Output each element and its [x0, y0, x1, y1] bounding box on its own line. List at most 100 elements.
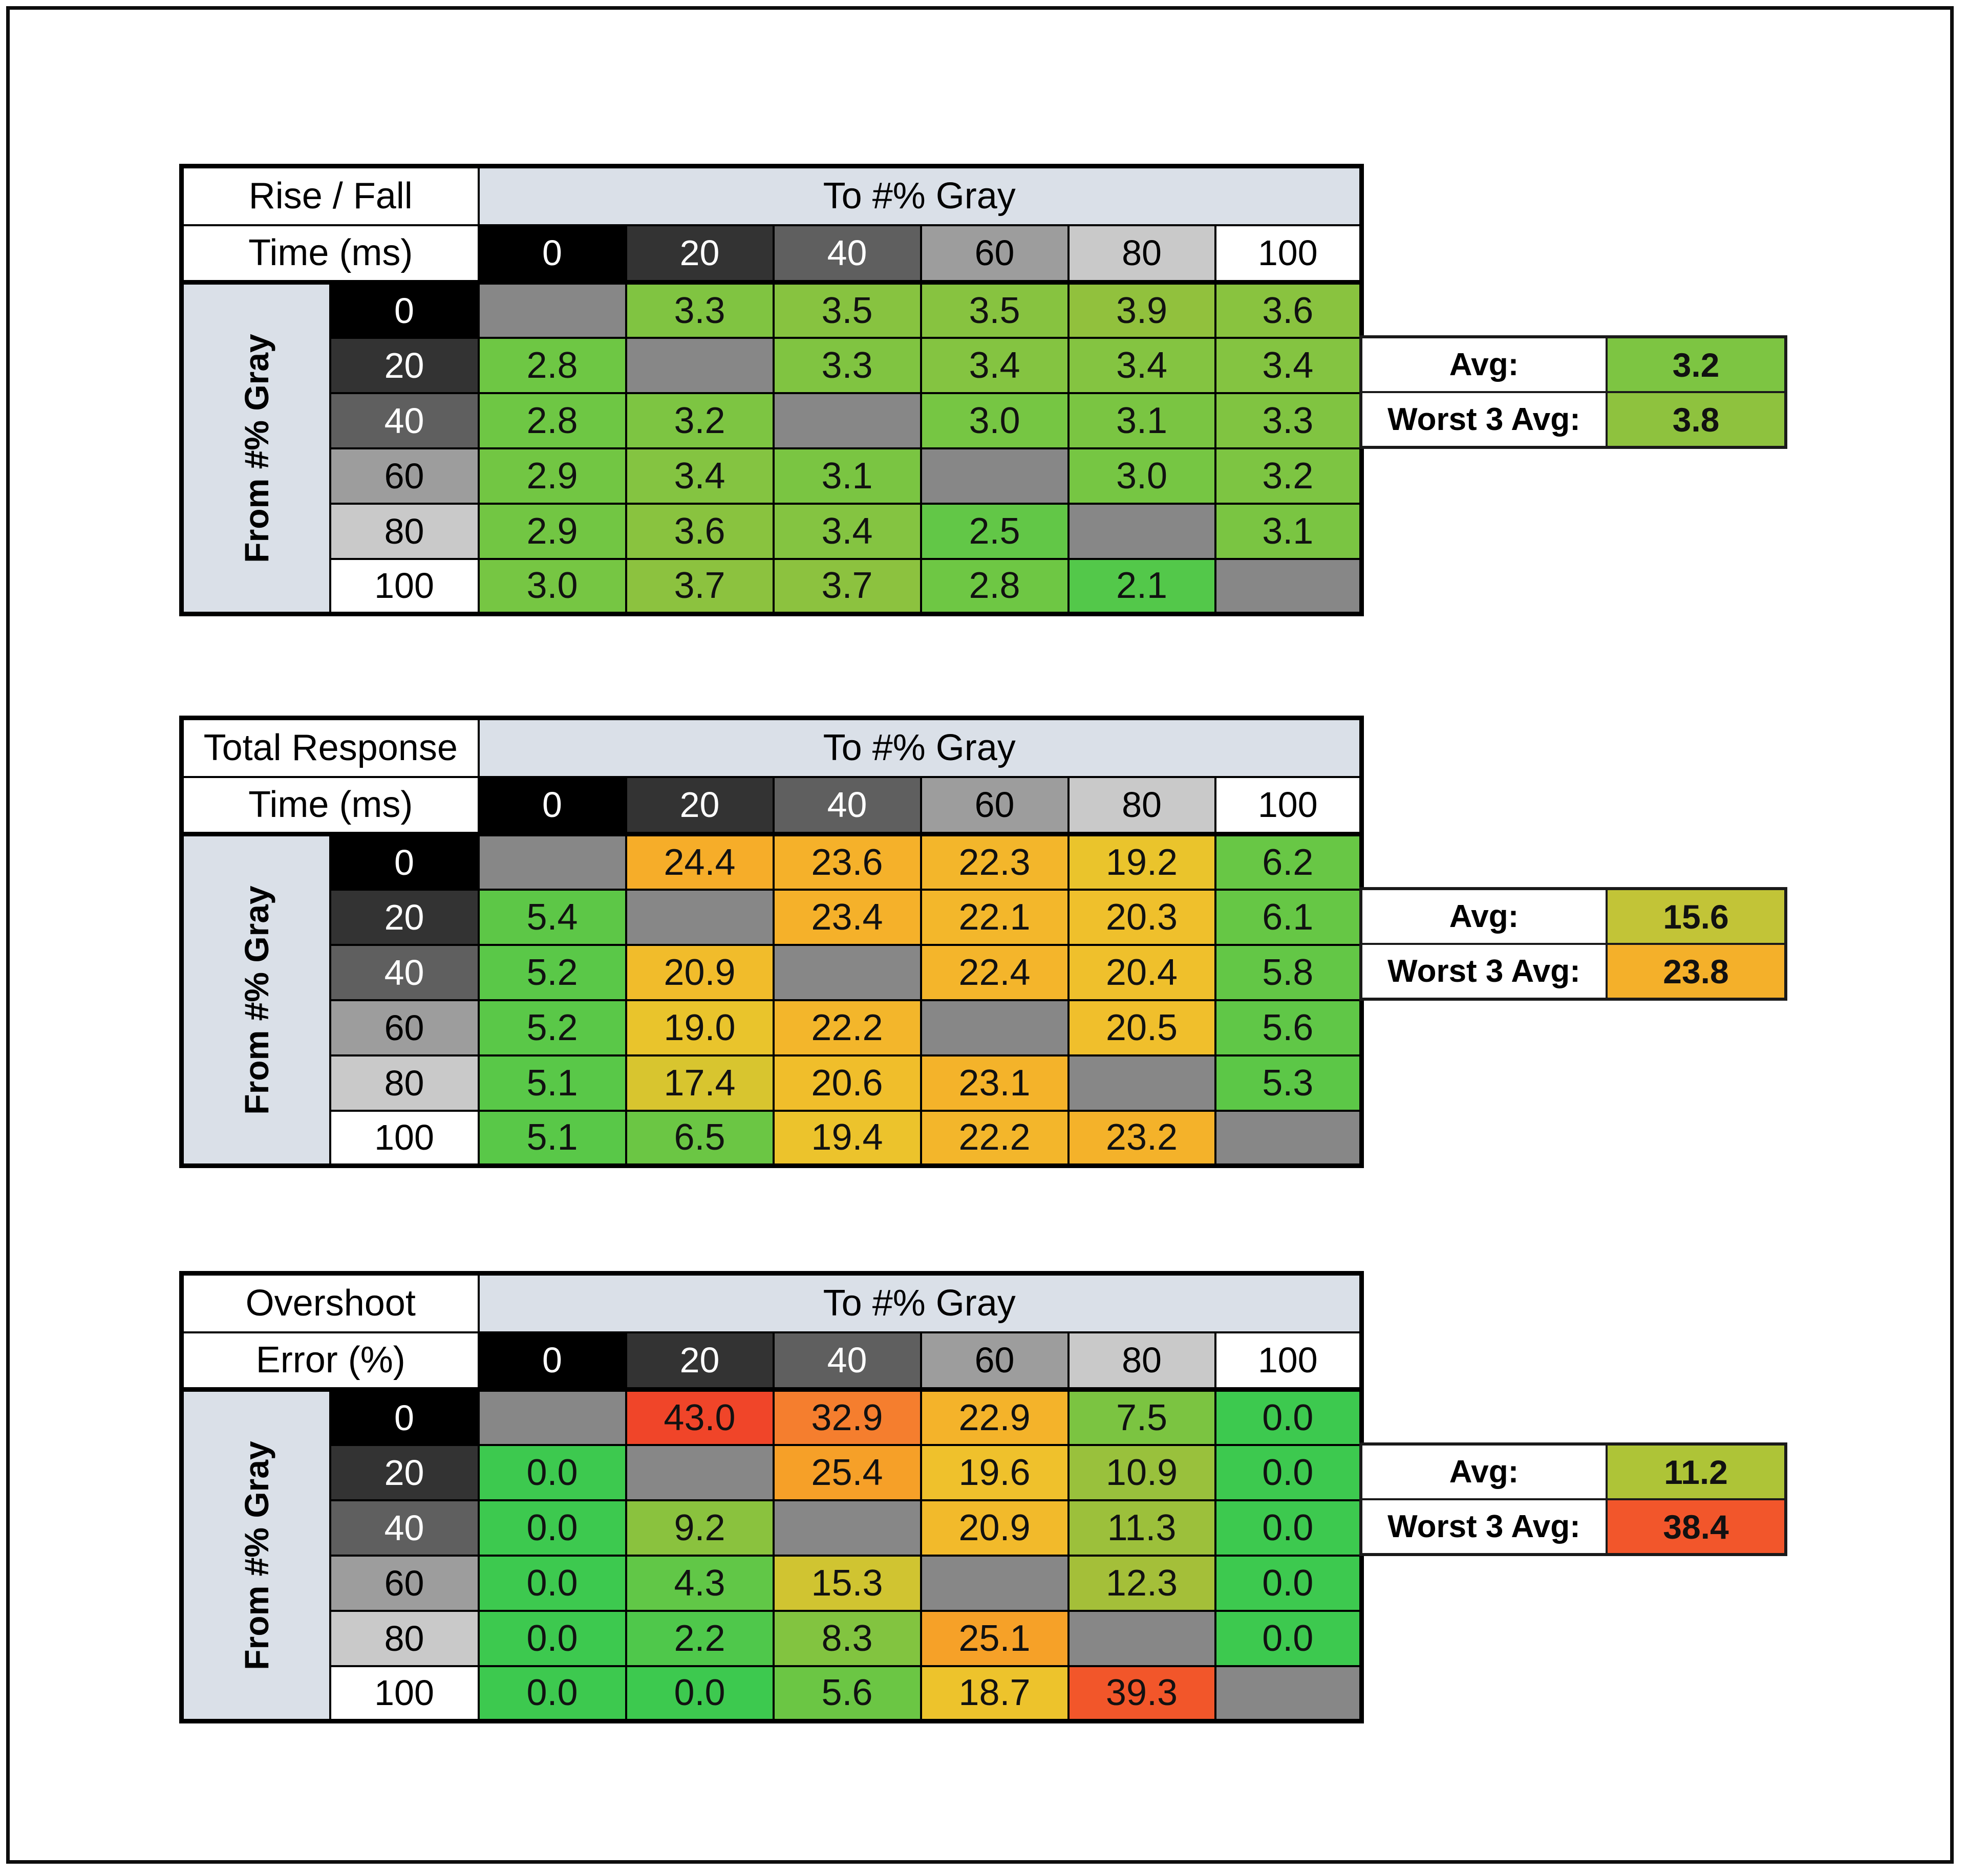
- cell-from60-to40: 22.2: [772, 999, 922, 1056]
- from-gray-vertical-label: From #% Gray: [180, 281, 331, 615]
- diagonal-cell: [625, 336, 775, 394]
- col-header-to-0: 0: [477, 224, 627, 285]
- cell-from80-to0: 0.0: [477, 1609, 627, 1667]
- worst3-avg-value: 23.8: [1606, 943, 1787, 1000]
- cell-from0-to40: 3.5: [772, 281, 922, 339]
- cell-from20-to100: 6.1: [1214, 888, 1363, 946]
- cell-from60-to100: 0.0: [1214, 1554, 1363, 1612]
- cell-from80-to20: 17.4: [625, 1054, 775, 1112]
- to-gray-header: To #% Gray: [477, 1272, 1363, 1333]
- total-response-summary-table: Avg: 15.6 Worst 3 Avg: 23.8: [1359, 887, 1787, 1001]
- cell-from20-to0: 5.4: [477, 888, 627, 946]
- cell-from80-to60: 2.5: [920, 502, 1070, 560]
- cell-from20-to100: 3.4: [1214, 336, 1363, 394]
- cell-from40-to0: 0.0: [477, 1499, 627, 1557]
- row-header-from-80: 80: [329, 1054, 480, 1112]
- col-header-to-40: 40: [772, 1331, 922, 1392]
- cell-from40-to0: 2.8: [477, 392, 627, 449]
- heatmap-table-rise-fall: Rise / Fall To #% Gray Time (ms) 0 20 40 60 80 1…: [179, 164, 1364, 616]
- cell-from100-to60: 2.8: [920, 557, 1070, 615]
- cell-from100-to20: 3.7: [625, 557, 775, 615]
- cell-from20-to80: 10.9: [1067, 1443, 1216, 1501]
- row-header-from-100: 100: [329, 557, 480, 615]
- cell-from60-to40: 3.1: [772, 447, 922, 505]
- cell-from80-to20: 3.6: [625, 502, 775, 560]
- rise-fall-summary-table: Avg: 3.2 Worst 3 Avg: 3.8: [1359, 335, 1787, 449]
- diagonal-cell: [772, 392, 922, 449]
- col-header-to-60: 60: [920, 775, 1070, 836]
- cell-from80-to40: 20.6: [772, 1054, 922, 1112]
- cell-from40-to100: 0.0: [1214, 1499, 1363, 1557]
- cell-from0-to40: 32.9: [772, 1388, 922, 1446]
- cell-from100-to40: 5.6: [772, 1665, 922, 1722]
- diagonal-cell: [1214, 1109, 1363, 1167]
- cell-from80-to100: 3.1: [1214, 502, 1363, 560]
- cell-from60-to0: 5.2: [477, 999, 627, 1056]
- cell-from60-to80: 12.3: [1067, 1554, 1216, 1612]
- diagonal-cell: [1214, 1665, 1363, 1722]
- cell-from0-to80: 7.5: [1067, 1388, 1216, 1446]
- cell-from80-to20: 2.2: [625, 1609, 775, 1667]
- cell-from100-to80: 2.1: [1067, 557, 1216, 615]
- cell-from80-to0: 2.9: [477, 502, 627, 560]
- overshoot-table: Overshoot To #% Gray Error (%) 0 20 40 60 80 100…: [179, 1271, 1364, 1723]
- diagonal-cell: [477, 833, 627, 891]
- diagonal-cell: [920, 447, 1070, 505]
- worst3-avg-value: 3.8: [1606, 391, 1787, 448]
- cell-from80-to60: 25.1: [920, 1609, 1070, 1667]
- cell-from20-to40: 23.4: [772, 888, 922, 946]
- cell-from20-to40: 25.4: [772, 1443, 922, 1501]
- avg-label: Avg:: [1360, 336, 1608, 393]
- overshoot-summary-table: Avg: 11.2 Worst 3 Avg: 38.4: [1359, 1442, 1787, 1556]
- row-header-from-0: 0: [329, 833, 480, 891]
- row-header-from-80: 80: [329, 502, 480, 560]
- cell-from100-to20: 0.0: [625, 1665, 775, 1722]
- heatmap-table-overshoot: Overshoot To #% Gray Error (%) 0 20 40 60 80 100…: [179, 1271, 1364, 1723]
- col-header-to-20: 20: [625, 224, 775, 285]
- cell-from40-to80: 20.4: [1067, 943, 1216, 1001]
- worst3-avg-value: 38.4: [1606, 1498, 1787, 1556]
- col-header-to-100: 100: [1214, 224, 1363, 285]
- cell-from80-to40: 8.3: [772, 1609, 922, 1667]
- to-gray-header: To #% Gray: [477, 717, 1363, 778]
- diagonal-cell: [625, 888, 775, 946]
- cell-from0-to60: 3.5: [920, 281, 1070, 339]
- cell-from40-to0: 5.2: [477, 943, 627, 1001]
- from-gray-vertical-label: From #% Gray: [180, 1388, 331, 1722]
- cell-from0-to20: 24.4: [625, 833, 775, 891]
- diagonal-cell: [625, 1443, 775, 1501]
- col-header-to-80: 80: [1067, 775, 1216, 836]
- col-header-to-0: 0: [477, 1331, 627, 1392]
- cell-from80-to100: 0.0: [1214, 1609, 1363, 1667]
- total-response-table: Total Response To #% Gray Time (ms) 0 20 40 60…: [179, 716, 1364, 1168]
- col-header-to-80: 80: [1067, 1331, 1216, 1392]
- cell-from60-to40: 15.3: [772, 1554, 922, 1612]
- total-response-summary-box: Avg: 15.6 Worst 3 Avg: 23.8: [1359, 887, 1787, 1001]
- to-gray-header: To #% Gray: [477, 165, 1363, 226]
- cell-from80-to60: 23.1: [920, 1054, 1070, 1112]
- cell-from20-to0: 2.8: [477, 336, 627, 394]
- cell-from0-to80: 3.9: [1067, 281, 1216, 339]
- cell-from60-to80: 20.5: [1067, 999, 1216, 1056]
- cell-from40-to20: 9.2: [625, 1499, 775, 1557]
- from-gray-label-text: From #% Gray: [237, 1440, 275, 1670]
- diagonal-cell: [920, 999, 1070, 1056]
- from-gray-label-text: From #% Gray: [237, 885, 275, 1115]
- cell-from0-to100: 3.6: [1214, 281, 1363, 339]
- cell-from40-to60: 20.9: [920, 1499, 1070, 1557]
- overshoot-title-line1: Overshoot: [180, 1272, 480, 1333]
- row-header-from-40: 40: [329, 1499, 480, 1557]
- col-header-to-80: 80: [1067, 224, 1216, 285]
- cell-from20-to100: 0.0: [1214, 1443, 1363, 1501]
- total-response-title-line2: Time (ms): [180, 775, 480, 836]
- col-header-to-40: 40: [772, 224, 922, 285]
- page-border: [6, 6, 1954, 1864]
- cell-from60-to20: 4.3: [625, 1554, 775, 1612]
- cell-from60-to0: 0.0: [477, 1554, 627, 1612]
- cell-from100-to40: 3.7: [772, 557, 922, 615]
- cell-from40-to100: 3.3: [1214, 392, 1363, 449]
- cell-from40-to100: 5.8: [1214, 943, 1363, 1001]
- cell-from0-to100: 0.0: [1214, 1388, 1363, 1446]
- cell-from60-to80: 3.0: [1067, 447, 1216, 505]
- overshoot-title-line2: Error (%): [180, 1331, 480, 1392]
